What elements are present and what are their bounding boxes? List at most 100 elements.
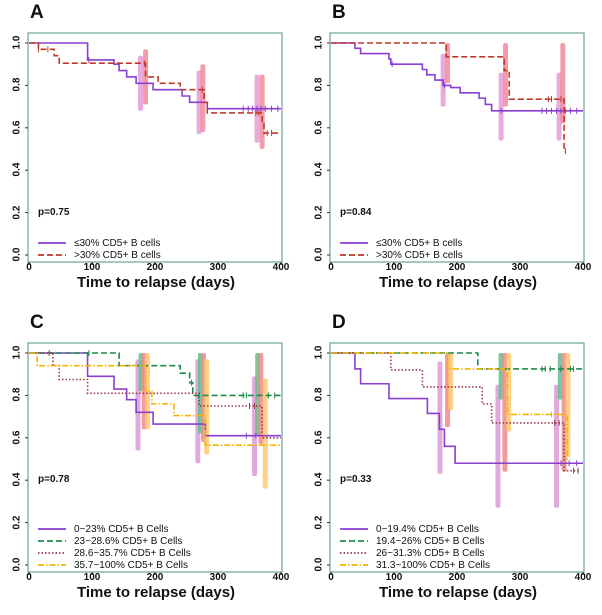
x-tick-label: 100 [83,262,101,273]
x-tick-label: 300 [511,572,529,583]
confidence-interval-bar [258,353,264,445]
x-tick-label: 300 [209,572,227,583]
legend-line-swatch [340,254,368,256]
y-tick-label: 0.0 [313,247,325,262]
survival-curve-series-2 [331,42,566,152]
confidence-interval-bar [200,64,206,133]
plot-area [25,32,283,265]
confidence-interval-bar [445,43,451,84]
y-tick-label: 0.8 [313,77,325,92]
x-tick-label: 200 [448,262,466,273]
legend-item: 19.4~26% CD5+ B Cells [340,535,490,547]
legend-label: ≤30% CD5+ B cells [74,237,161,249]
x-tick-label: 200 [146,572,164,583]
legend-label: 23~28.6% CD5+ B Cells [74,535,183,547]
legend-item: 35.7~100% CD5+ B Cells [38,559,191,571]
legend-item: >30% CD5+ B cells [340,249,463,261]
confidence-interval-bar [554,384,560,508]
legend-label: >30% CD5+ B cells [74,249,161,261]
legend-item: 26~31.3% CD5+ B Cells [340,547,490,559]
confidence-interval-bar [498,72,504,141]
legend-line-swatch [340,242,368,244]
y-tick-label: 1.0 [11,345,23,360]
survival-curve-series-1 [331,42,583,112]
x-tick-label: 400 [272,572,290,583]
confidence-interval-bar [259,74,265,149]
panel-label: D [332,312,346,333]
legend: ≤30% CD5+ B cells >30% CD5+ B cells [340,237,463,261]
x-tick-label: 100 [385,262,403,273]
confidence-interval-bar [448,353,454,411]
confidence-interval-bar [561,353,567,472]
x-tick-label: 200 [146,262,164,273]
legend-label: 0~23% CD5+ B Cells [74,523,169,535]
x-tick-label: 0 [328,262,334,273]
km-panel-c: C 0 100 200 300 400 0.0 0.2 0.4 0.6 0.8 1.0 Time to … [0,310,300,615]
legend-label: 28.6~35.7% CD5+ B Cells [74,547,191,559]
y-tick-label: 0.2 [313,515,325,530]
legend-label: 35.7~100% CD5+ B Cells [74,559,188,571]
x-axis-title: Time to relapse (days) [76,584,236,601]
legend-item: 0~19.4% CD5+ B Cells [340,523,490,535]
x-tick-label: 100 [83,572,101,583]
p-value-annotation: p=0.33 [340,474,372,486]
legend-line-swatch [340,564,368,566]
legend-item: ≤30% CD5+ B cells [38,237,161,249]
km-panel-d: D 0 100 200 300 400 0.0 0.2 0.4 0.6 0.8 1.0 Time to … [302,310,602,615]
legend-label: 31.3~100% CD5+ B Cells [376,559,490,571]
plot-area [327,342,585,575]
y-tick-label: 0.8 [11,77,23,92]
legend: 0~19.4% CD5+ B Cells 19.4~26% CD5+ B Cell… [340,523,490,571]
legend-label: ≤30% CD5+ B cells [376,237,463,249]
legend-line-swatch [38,254,66,256]
legend: 0~23% CD5+ B Cells 23~28.6% CD5+ B Cells 2… [38,523,191,571]
x-tick-label: 400 [574,262,592,273]
y-tick-label: 1.0 [313,35,325,50]
survival-curve-series-1 [331,352,583,465]
y-tick-label: 0.0 [313,557,325,572]
survival-curve-series-3 [29,352,281,439]
y-tick-label: 1.0 [313,345,325,360]
y-tick-label: 0.8 [313,387,325,402]
y-tick-label: 0.0 [11,247,23,262]
survival-curve-series-2 [29,352,281,397]
confidence-interval-bar [204,359,210,455]
panel-label: C [30,312,44,333]
confidence-interval-bar [495,384,501,508]
legend-item: 23~28.6% CD5+ B Cells [38,535,191,547]
x-tick-label: 0 [328,572,334,583]
panel-label: B [332,2,346,23]
y-tick-label: 1.0 [11,35,23,50]
y-tick-label: 0.4 [313,472,325,487]
x-tick-label: 100 [385,572,403,583]
confidence-interval-bar [143,49,149,105]
legend-item: 31.3~100% CD5+ B Cells [340,559,490,571]
y-tick-label: 0.4 [313,162,325,177]
legend: ≤30% CD5+ B cells >30% CD5+ B cells [38,237,161,261]
survival-curve-series-1 [29,352,281,437]
legend-item: ≤30% CD5+ B cells [340,237,463,249]
confidence-interval-bar [556,72,562,141]
y-tick-label: 0.6 [313,120,325,135]
panel-label: A [30,2,44,23]
legend-label: 0~19.4% CD5+ B Cells [376,523,479,535]
plot-area [25,342,283,575]
y-tick-label: 0.2 [11,515,23,530]
y-tick-label: 0.0 [11,557,23,572]
legend-item: 0~23% CD5+ B Cells [38,523,191,535]
km-panel-a: A 0 100 200 300 400 0.0 0.2 0.4 0.6 0.8 1.0 Time to … [0,0,300,305]
p-value-annotation: p=0.84 [340,206,372,218]
legend-line-swatch [340,540,368,542]
x-tick-label: 300 [511,262,529,273]
x-tick-label: 0 [26,262,32,273]
legend-line-swatch [340,528,368,530]
legend-line-swatch [38,528,66,530]
x-tick-label: 200 [448,572,466,583]
x-axis-title: Time to relapse (days) [378,584,538,601]
confidence-interval-bar [503,43,509,107]
legend-label: 26~31.3% CD5+ B Cells [376,547,485,559]
survival-curve-series-3 [331,352,580,472]
survival-curve-series-4 [29,352,281,447]
plot-frame [27,32,283,263]
legend-line-swatch [38,552,66,554]
